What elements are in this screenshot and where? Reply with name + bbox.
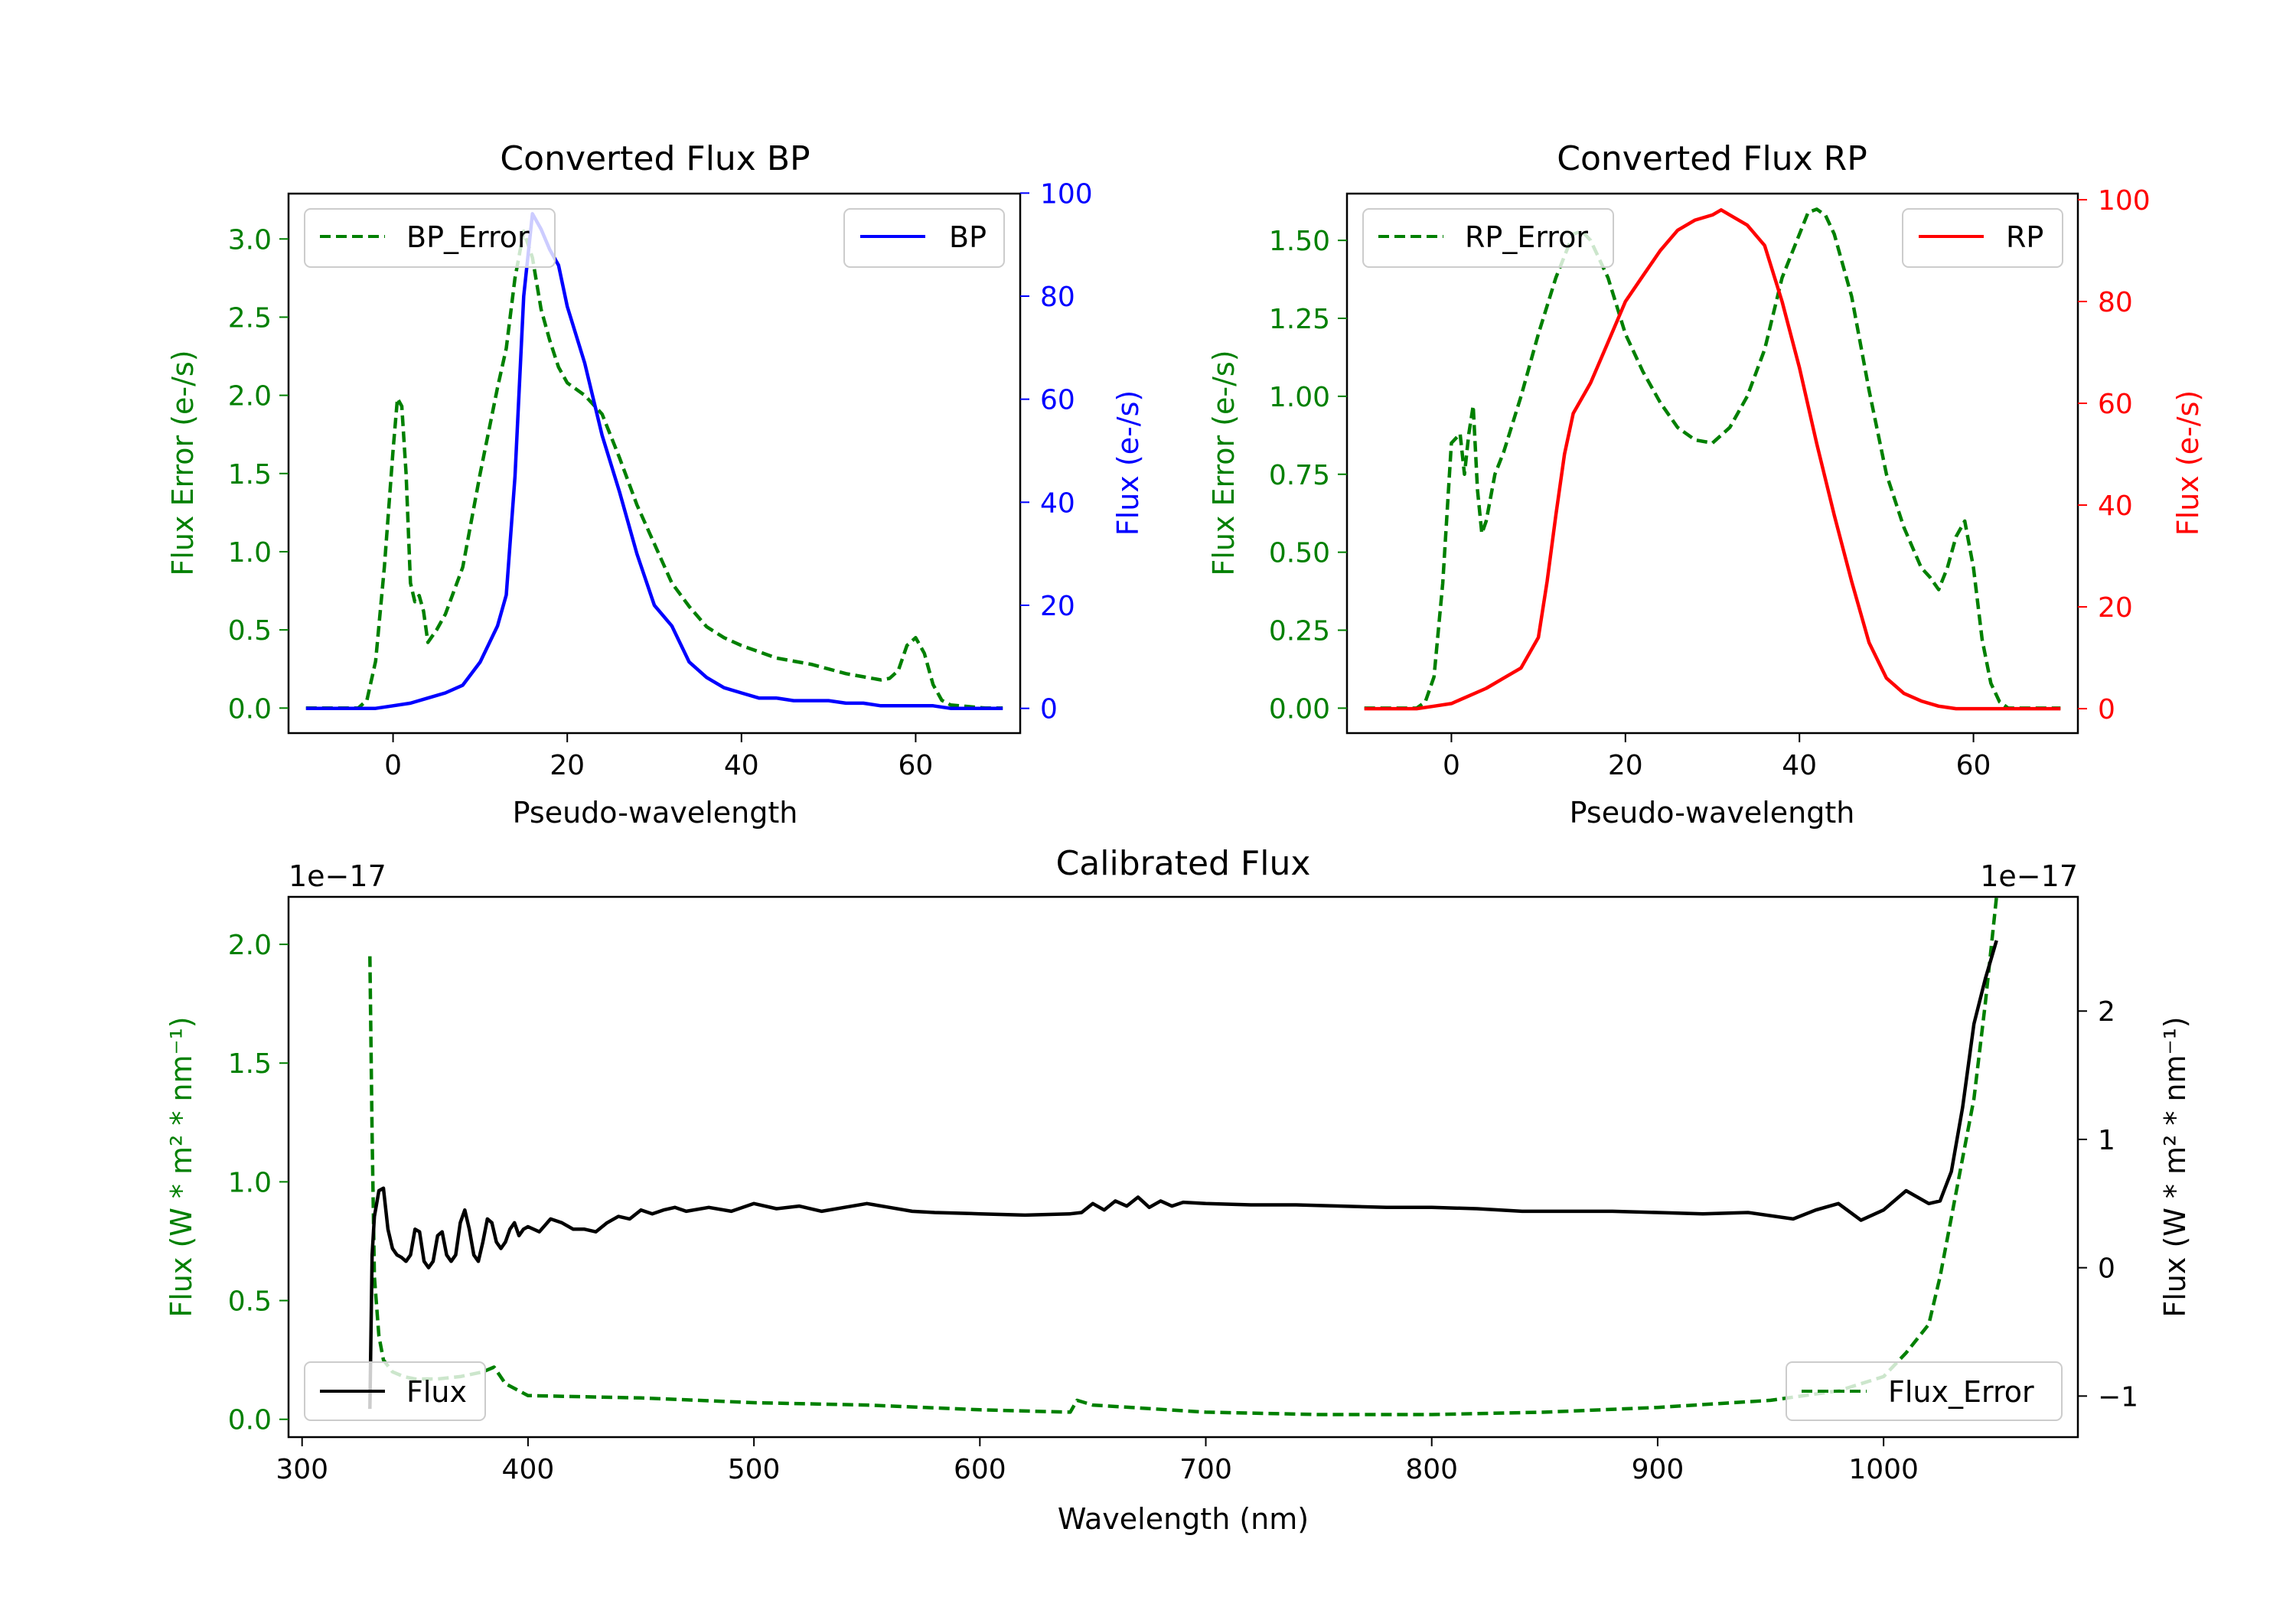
calibrated-x-tick-label: 900 [1632, 1454, 1684, 1485]
calibrated-right-y-tick-label: 1 [2098, 1125, 2115, 1156]
calibrated-flux-legend: Flux [304, 1361, 486, 1421]
rp-right-y-tick-label: 0 [2098, 694, 2115, 725]
calibrated-chart-title: Calibrated Flux [1056, 844, 1311, 883]
rp-left-y-tick-label: 1.00 [1269, 382, 1330, 413]
bp-left-y-tick-label: 0.0 [228, 693, 272, 725]
bp-error-legend: BP_Error [304, 208, 556, 268]
rp-left-y-axis-label: Flux Error (e-/s) [1207, 350, 1241, 575]
bp-right-y-tick-label: 80 [1040, 282, 1075, 313]
calibrated-x-axis-label: Wavelength (nm) [1058, 1502, 1309, 1536]
bp-left-y-tick-label: 2.5 [228, 302, 272, 334]
calibrated-right-offset-label: 1e−17 [1980, 859, 2078, 893]
bp-left-y-axis-label: Flux Error (e-/s) [166, 350, 200, 575]
rp-left-y-tick-label: 0.00 [1269, 693, 1330, 725]
bp-x-tick-label: 20 [550, 750, 585, 781]
rp-legend: RP [1902, 208, 2063, 268]
bp-series-bp [305, 212, 1003, 710]
calibrated-x-tick-label: 1000 [1848, 1454, 1919, 1485]
calibrated-left-y-tick-label: 0.5 [228, 1286, 272, 1318]
calibrated-series-flux [368, 940, 1998, 1410]
calibrated-series-flux-error [368, 896, 1998, 1416]
rp-x-tick-label: 0 [1443, 750, 1460, 781]
rp-x-tick-label: 60 [1956, 750, 1991, 781]
rp-right-y-tick-label: 20 [2098, 592, 2133, 624]
bp-right-y-tick-label: 60 [1040, 385, 1075, 416]
bp-x-tick-label: 0 [384, 750, 402, 781]
bp-right-y-tick-label: 40 [1040, 487, 1075, 519]
bp-legend: BP [843, 208, 1005, 268]
panel-rp: Converted Flux RP 0 20 40 60 0.00 0.25 0.50 0.7… [1207, 139, 2205, 830]
bp-x-tick-label: 60 [899, 750, 934, 781]
rp-left-y-tick-label: 1.25 [1269, 304, 1330, 335]
panel-calibrated: Calibrated Flux 300 400 500 600 700 800 900 100… [165, 844, 2192, 1536]
calibrated-right-y-axis-label: Flux (W * m² * nm⁻¹) [2158, 1016, 2192, 1317]
bp-right-y-tick-label: 0 [1040, 694, 1058, 725]
rp-series-rp-error [1364, 207, 2061, 710]
rp-left-y-tick-label: 0.75 [1269, 460, 1330, 491]
calibrated-left-y-tick-label: 1.0 [228, 1167, 272, 1198]
bp-x-tick-label: 40 [724, 750, 759, 781]
rp-left-y-tick-label: 1.50 [1269, 226, 1330, 257]
calibrated-x-tick-label: 700 [1179, 1454, 1232, 1485]
bp-left-y-tick-label: 3.0 [228, 224, 272, 256]
rp-x-axis-label: Pseudo-wavelength [1570, 796, 1855, 830]
bp-x-axis-label: Pseudo-wavelength [513, 796, 798, 830]
calibrated-left-offset-label: 1e−17 [289, 859, 386, 893]
calibrated-right-y-tick-label: 0 [2098, 1253, 2115, 1285]
rp-right-y-tick-label: 60 [2098, 389, 2133, 420]
calibrated-left-y-tick-label: 0.0 [228, 1405, 272, 1436]
rp-x-tick-label: 40 [1782, 750, 1817, 781]
rp-right-y-tick-label: 80 [2098, 287, 2133, 318]
calibrated-left-y-tick-label: 2.0 [228, 930, 272, 961]
bp-right-y-axis-label: Flux (e-/s) [1111, 390, 1145, 536]
rp-left-y-tick-label: 0.25 [1269, 616, 1330, 647]
calibrated-left-y-tick-label: 1.5 [228, 1048, 272, 1080]
bp-right-y-tick-label: 100 [1040, 178, 1093, 210]
rp-right-y-tick-label: 100 [2098, 185, 2151, 217]
bp-left-y-tick-label: 1.5 [228, 459, 272, 491]
bp-error-legend-label: BP_Error [406, 220, 530, 254]
rp-right-y-axis-label: Flux (e-/s) [2171, 390, 2205, 536]
bp-left-y-tick-label: 2.0 [228, 381, 272, 412]
bp-plot-frame [287, 192, 1022, 735]
calibrated-x-tick-label: 400 [502, 1454, 555, 1485]
bp-right-y-tick-label: 20 [1040, 591, 1075, 622]
rp-chart-title: Converted Flux RP [1557, 139, 1867, 178]
panel-bp: Converted Flux BP 0 20 40 60 0.0 0.5 1.0 1.5 2.0… [166, 139, 1145, 830]
rp-error-legend-label: RP_Error [1465, 220, 1588, 254]
bp-chart-title: Converted Flux BP [500, 139, 810, 178]
bp-legend-label: BP [949, 220, 987, 254]
calibrated-error-legend: Flux_Error [1786, 1361, 2063, 1421]
calibrated-error-legend-label: Flux_Error [1888, 1375, 2034, 1409]
calibrated-x-tick-label: 600 [954, 1454, 1006, 1485]
rp-plot-frame [1345, 192, 2079, 735]
calibrated-flux-legend-label: Flux [406, 1375, 467, 1409]
calibrated-x-tick-label: 800 [1405, 1454, 1458, 1485]
calibrated-x-tick-label: 300 [276, 1454, 328, 1485]
calibrated-left-y-axis-label: Flux (W * m² * nm⁻¹) [165, 1016, 198, 1317]
rp-legend-label: RP [2006, 220, 2043, 254]
rp-series-rp [1364, 208, 2061, 711]
rp-left-y-tick-label: 0.50 [1269, 538, 1330, 569]
bp-left-y-tick-label: 1.0 [228, 537, 272, 569]
calibrated-right-y-tick-label: 2 [2098, 996, 2115, 1028]
rp-error-legend: RP_Error [1362, 208, 1614, 268]
bp-left-y-tick-label: 0.5 [228, 615, 272, 647]
rp-right-y-tick-label: 40 [2098, 491, 2133, 522]
calibrated-right-y-tick-label: −1 [2098, 1381, 2138, 1413]
calibrated-x-tick-label: 500 [728, 1454, 781, 1485]
calibrated-plot-frame [287, 895, 2079, 1439]
rp-x-tick-label: 20 [1608, 750, 1643, 781]
